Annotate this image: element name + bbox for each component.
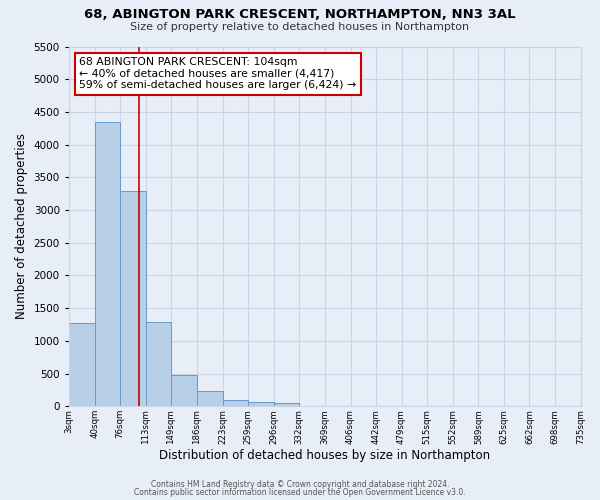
Y-axis label: Number of detached properties: Number of detached properties bbox=[15, 134, 28, 320]
Bar bbox=[95, 122, 120, 406]
Text: Contains public sector information licensed under the Open Government Licence v3: Contains public sector information licen… bbox=[134, 488, 466, 497]
Text: Size of property relative to detached houses in Northampton: Size of property relative to detached ho… bbox=[130, 22, 470, 32]
Bar bbox=[146, 322, 171, 406]
Text: 68, ABINGTON PARK CRESCENT, NORTHAMPTON, NN3 3AL: 68, ABINGTON PARK CRESCENT, NORTHAMPTON,… bbox=[84, 8, 516, 20]
Bar bbox=[69, 323, 95, 406]
Bar bbox=[120, 191, 146, 406]
Bar bbox=[171, 375, 197, 406]
Text: Contains HM Land Registry data © Crown copyright and database right 2024.: Contains HM Land Registry data © Crown c… bbox=[151, 480, 449, 489]
Bar bbox=[223, 400, 248, 406]
Bar bbox=[197, 391, 223, 406]
Bar bbox=[274, 403, 299, 406]
X-axis label: Distribution of detached houses by size in Northampton: Distribution of detached houses by size … bbox=[159, 450, 490, 462]
Text: 68 ABINGTON PARK CRESCENT: 104sqm
← 40% of detached houses are smaller (4,417)
5: 68 ABINGTON PARK CRESCENT: 104sqm ← 40% … bbox=[79, 58, 356, 90]
Bar bbox=[248, 402, 274, 406]
